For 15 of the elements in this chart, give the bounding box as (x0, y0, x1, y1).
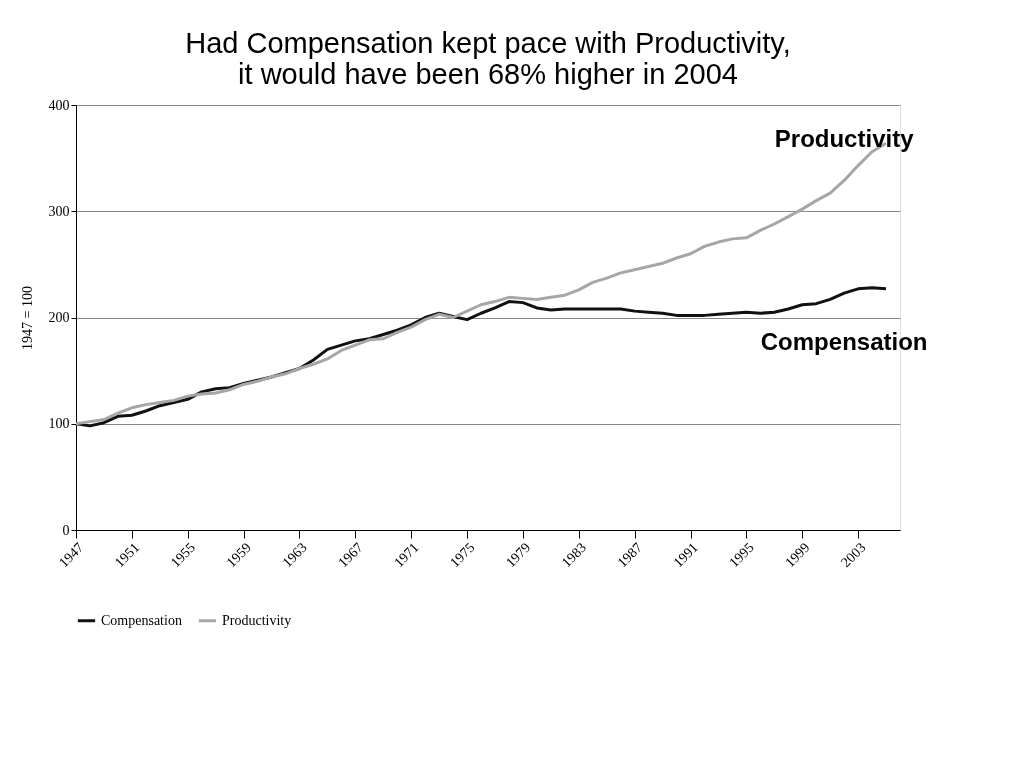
y-axis-title: 1947 = 100 (19, 286, 35, 350)
y-tick-label: 0 (62, 522, 70, 538)
y-tick-label: 200 (48, 310, 70, 325)
y-tick-label: 300 (48, 203, 70, 219)
text: Had Compensation kept pace with Productivity, (185, 27, 791, 59)
text: it would have been 68% higher in 2004 (238, 58, 738, 90)
legend-label: Compensation (101, 612, 182, 628)
x-tick-label: 1951 (111, 539, 143, 571)
text: Productivity (774, 125, 914, 153)
x-tick-label: 1991 (670, 539, 701, 571)
text: Compensation (760, 328, 928, 356)
y-tick-label: 100 (48, 416, 70, 432)
legend-label: Productivity (222, 612, 292, 628)
x-tick-label: 1971 (391, 539, 422, 571)
y-tick-label: 400 (48, 97, 70, 113)
